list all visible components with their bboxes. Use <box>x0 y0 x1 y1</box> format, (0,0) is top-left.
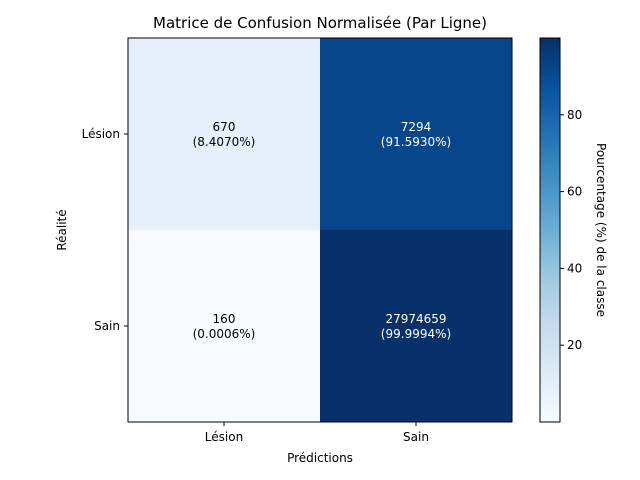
cell-count-label: 160 <box>213 312 236 326</box>
chart-title: Matrice de Confusion Normalisée (Par Lig… <box>153 14 487 32</box>
colorbar-label: Pourcentage (%) de la classe <box>594 143 608 317</box>
colorbar-ticks: 20 40 60 80 <box>560 108 582 352</box>
y-tick-label: Sain <box>94 319 120 333</box>
cell-count-label: 27974659 <box>385 312 446 326</box>
heatmap-cells: 670(8.4070%) 7294(91.5930%) 160(0.0006%) 27… <box>128 38 512 422</box>
plot-frame <box>127 37 513 423</box>
heatmap-cell <box>128 230 320 422</box>
y-axis-label: Réalité <box>55 209 69 250</box>
cell-percent-label: (8.4070%) <box>193 135 256 149</box>
cell-percent-label: (0.0006%) <box>193 327 256 341</box>
x-axis-label: Prédictions <box>287 451 353 465</box>
axes: Lésion Sain Lésion Sain <box>82 127 429 444</box>
cell-count-label: 670 <box>213 120 236 134</box>
heatmap-cell <box>320 38 512 230</box>
colorbar-tick-label: 20 <box>567 338 582 352</box>
cell-percent-label: (91.5930%) <box>381 135 451 149</box>
heatmap-cell <box>320 230 512 422</box>
colorbar-tick-label: 60 <box>567 185 582 199</box>
colorbar <box>539 37 561 423</box>
x-tick-label: Lésion <box>205 430 243 444</box>
cell-percent-label: (99.9994%) <box>381 327 451 341</box>
x-tick-label: Sain <box>403 430 429 444</box>
colorbar-tick-label: 80 <box>567 108 582 122</box>
y-tick-label: Lésion <box>82 127 120 141</box>
heatmap-cell <box>128 38 320 230</box>
cell-count-label: 7294 <box>401 120 432 134</box>
colorbar-tick-label: 40 <box>567 261 582 275</box>
